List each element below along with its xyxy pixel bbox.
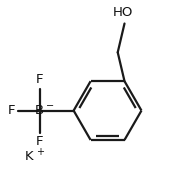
Text: −: − bbox=[46, 101, 54, 111]
Text: B: B bbox=[35, 104, 44, 117]
Text: F: F bbox=[8, 104, 15, 117]
Text: F: F bbox=[36, 135, 43, 148]
Text: +: + bbox=[36, 147, 44, 157]
Text: F: F bbox=[36, 73, 43, 86]
Text: HO: HO bbox=[113, 6, 133, 19]
Text: K: K bbox=[25, 150, 34, 163]
